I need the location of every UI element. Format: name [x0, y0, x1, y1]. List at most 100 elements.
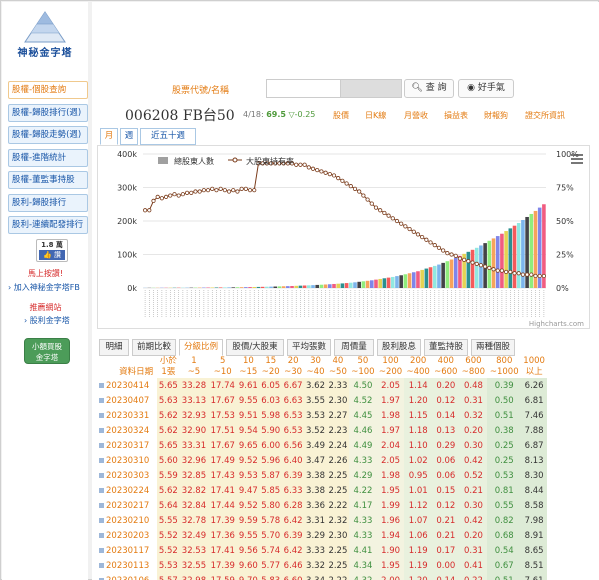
header-bottom: ~5	[187, 367, 201, 377]
row-cell: 3.31	[304, 513, 327, 528]
row-cell: 0.82	[487, 513, 522, 528]
fb-like-widget[interactable]: 1.8 萬 👍 讚	[36, 239, 68, 262]
link-price[interactable]: 股價	[333, 111, 349, 120]
bar	[340, 283, 345, 288]
level-table: 資料日期 小於 1 5 10 15 20 30 40 50 100 200 40…	[97, 356, 547, 580]
row-cell: 8.30	[521, 468, 547, 483]
tab-recent-50-weeks[interactable]: 近五十週	[140, 128, 196, 145]
line-point	[344, 181, 349, 186]
bar	[323, 284, 328, 288]
join-fb-link[interactable]: › 加入神秘金字塔FB	[8, 282, 80, 293]
link-statementdog[interactable]: 財報狗	[484, 111, 508, 120]
small-buy-button[interactable]: 小額買股 金字塔	[24, 338, 70, 364]
tab-weekly-volume[interactable]: 周價量	[334, 339, 374, 356]
y-left-tick: 200k	[117, 217, 137, 226]
line-point	[319, 169, 324, 174]
line-point	[525, 272, 530, 277]
sidebar-item-director-holding[interactable]: 股權-董監事持股	[8, 171, 88, 189]
header-bottom: ~15	[239, 367, 258, 377]
sidebar-item-ranking-week[interactable]: 股權-歸股排行(週)	[8, 103, 88, 122]
row-cell: 0.42	[459, 513, 488, 528]
table-row: 20230414 5.65 33.28 17.74 9.61 6.05 6.67 3.62 2.…	[97, 378, 547, 393]
tab-dividends[interactable]: 股利股息	[377, 339, 421, 356]
line-point	[268, 161, 274, 166]
row-cell: 33.28	[179, 378, 209, 393]
arrow-icon: ›	[8, 283, 14, 292]
row-cell: 4.33	[349, 453, 377, 468]
tab-detail[interactable]: 明細	[99, 339, 129, 356]
logo[interactable]: 神秘金字塔	[14, 10, 76, 70]
row-cell: 6.00	[259, 438, 282, 453]
dividend-tower-link[interactable]: › 股利金字塔	[24, 315, 70, 326]
row-cell: 17.53	[208, 408, 238, 423]
row-cell: 8.13	[521, 453, 547, 468]
bar	[407, 273, 412, 288]
bar	[542, 204, 546, 288]
tab-previous-compare[interactable]: 前期比較	[132, 339, 176, 356]
bar	[223, 287, 227, 288]
line-point	[441, 248, 446, 253]
bar	[533, 210, 538, 288]
tab-price-major[interactable]: 股價/大股東	[226, 339, 284, 356]
row-cell: 1.01	[404, 483, 432, 498]
row-cell: 17.67	[208, 393, 238, 408]
header-top: 5	[220, 356, 226, 366]
row-cell: 2.30	[326, 528, 350, 543]
bar	[369, 280, 374, 288]
line-point	[474, 261, 479, 266]
row-cell: 6.87	[521, 438, 547, 453]
table-row: 20230331 5.62 32.93 17.53 9.51 5.98 6.53 3.53 2.…	[97, 408, 547, 423]
row-cell: 3.33	[304, 543, 327, 558]
line-point	[516, 271, 521, 276]
search-suggest-field[interactable]	[340, 79, 402, 98]
row-cell: 1.97	[376, 393, 405, 408]
bar	[495, 236, 500, 288]
table-row: 20230210 5.55 32.78 17.39 9.59 5.78 6.42 3.31 2.…	[97, 513, 547, 528]
tab-avg-lots[interactable]: 平均張數	[287, 339, 331, 356]
tab-week[interactable]: 週	[120, 128, 138, 145]
recommend-heading: 推薦網站	[29, 303, 62, 312]
link-monthly-revenue[interactable]: 月營收	[404, 111, 428, 120]
row-cell: 5.60	[157, 453, 180, 468]
quote-change: ▽-0.25	[288, 110, 316, 119]
header-bottom: ~600	[434, 367, 458, 377]
link-income-statement[interactable]: 損益表	[444, 111, 468, 120]
row-cell: 32.53	[179, 543, 209, 558]
line-point	[445, 251, 450, 256]
sidebar-item-trend-week[interactable]: 股權-歸股走勢(週)	[8, 126, 88, 144]
row-cell: 6.42	[281, 513, 305, 528]
row-cell: 9.51	[237, 408, 260, 423]
sidebar-item-dividend-ranking[interactable]: 股利-歸股排行	[8, 193, 88, 212]
bar	[307, 285, 311, 288]
sidebar-item-continuous-dividend[interactable]: 股利-連續配發排行	[8, 216, 88, 234]
link-twse-info[interactable]: 證交所資訊	[525, 111, 565, 120]
bar	[411, 272, 416, 288]
tab-level-ratio[interactable]: 分級比例	[179, 339, 223, 356]
bar	[458, 255, 462, 288]
row-cell: 0.20	[459, 528, 488, 543]
tab-director-holding[interactable]: 董監持股	[424, 339, 468, 356]
search-input[interactable]	[266, 79, 341, 98]
fb-like-count: 1.8 萬	[41, 241, 63, 249]
row-cell: 0.25	[487, 453, 522, 468]
fb-like-button[interactable]: 👍 讚	[39, 250, 65, 260]
header-top: 40	[332, 356, 344, 366]
sidebar-item-stock-query[interactable]: 股權-個股查詢	[8, 81, 88, 99]
level-table-wrapper: 資料日期 小於 1 5 10 15 20 30 40 50 100 200 40…	[97, 356, 567, 580]
tab-month[interactable]: 月	[100, 128, 118, 145]
link-daily-k[interactable]: 日K線	[365, 111, 387, 120]
line-point	[399, 221, 404, 226]
row-date: 20230414	[106, 380, 150, 391]
tab-two-stocks[interactable]: 兩種個股	[471, 339, 515, 356]
sidebar-item-advanced-stats[interactable]: 股權-進階統計	[8, 148, 88, 167]
line-point	[504, 269, 509, 275]
row-date: 20230210	[106, 515, 150, 526]
bar	[336, 283, 341, 288]
bar	[504, 231, 508, 288]
bar	[239, 287, 244, 288]
query-button[interactable]: 🔍︎ 查 詢	[404, 79, 454, 98]
bar	[218, 287, 223, 288]
line-point	[273, 161, 278, 166]
good-luck-button[interactable]: ◉ 好手氣	[458, 79, 514, 98]
row-cell: 4.49	[349, 438, 377, 453]
